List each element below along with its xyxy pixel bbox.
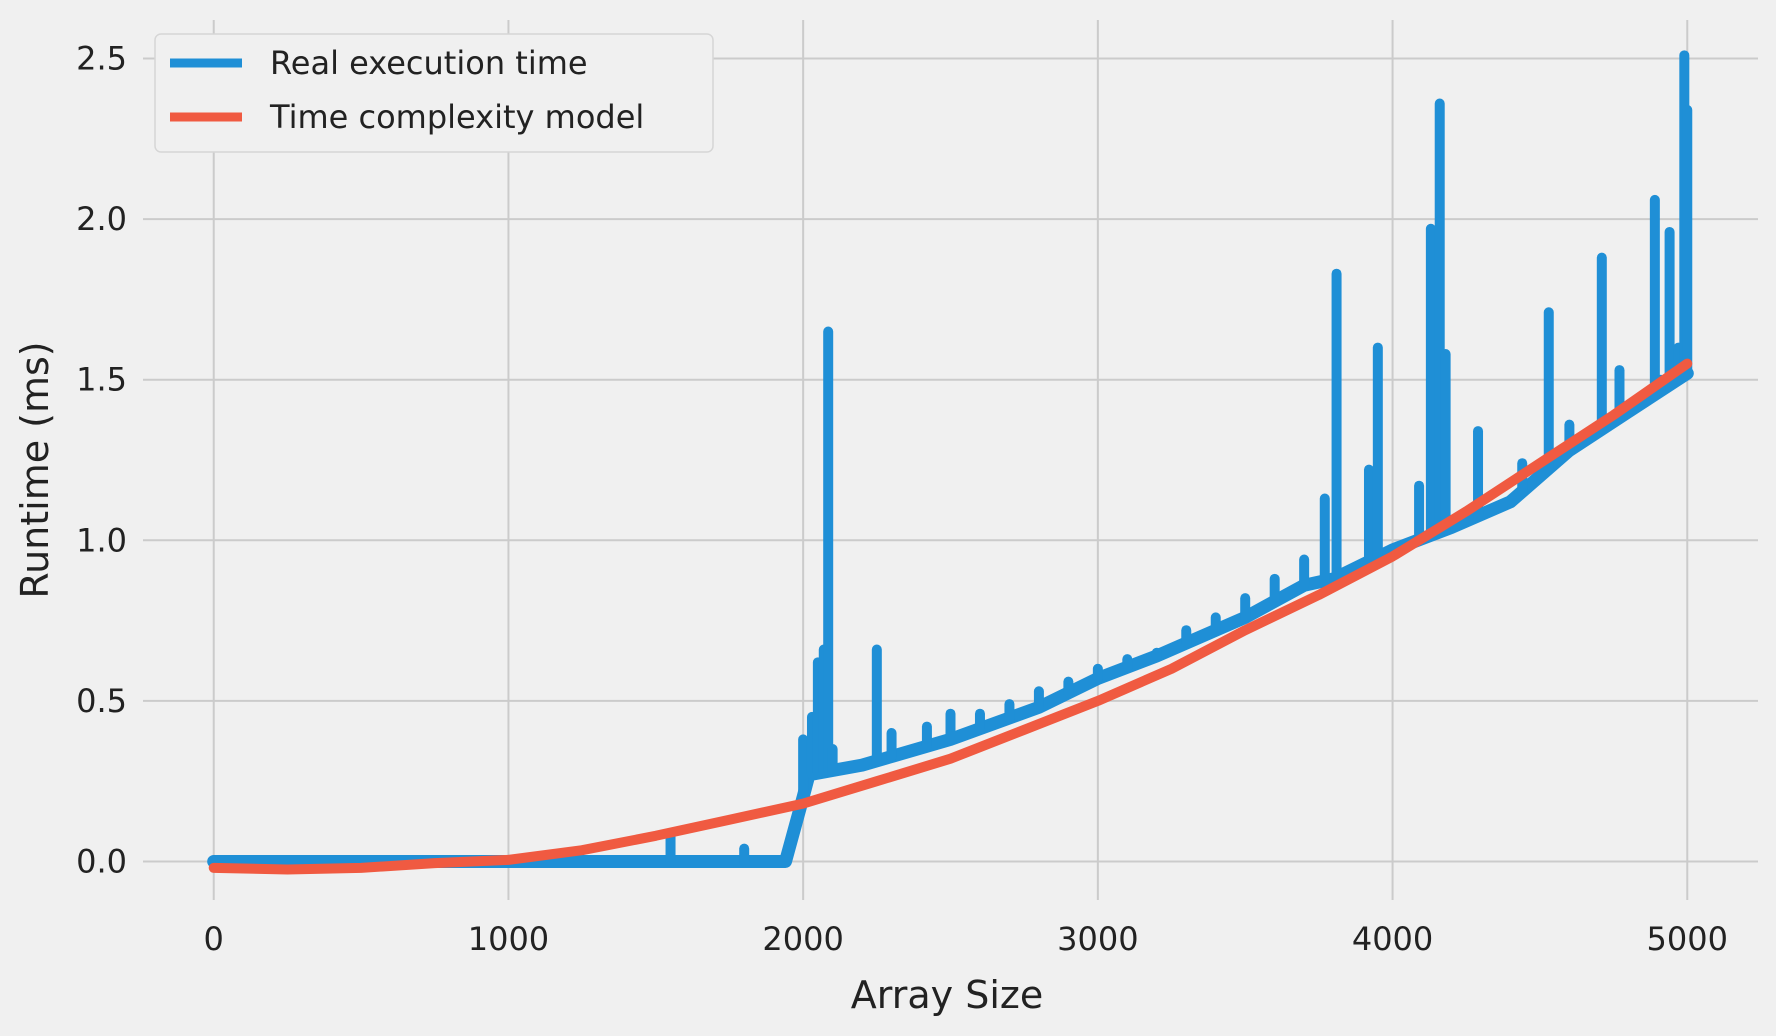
legend-label-time-complexity-model: Time complexity model — [269, 98, 644, 136]
y-tick-label: 2.0 — [76, 200, 127, 238]
y-tick-label: 2.5 — [76, 40, 127, 78]
x-tick-label: 0 — [204, 920, 224, 958]
legend: Real execution time Time complexity mode… — [154, 33, 714, 153]
legend-label-real-execution-time: Real execution time — [270, 44, 588, 82]
y-tick-label: 0.5 — [76, 682, 127, 720]
x-tick-label: 5000 — [1647, 920, 1728, 958]
legend-box — [154, 33, 714, 153]
y-tick-label: 1.0 — [76, 521, 127, 559]
y-tick-label: 0.0 — [76, 842, 127, 880]
y-tick-label: 1.5 — [76, 361, 127, 399]
x-tick-labels: 0 1000 2000 3000 4000 5000 — [204, 920, 1728, 958]
time-complexity-model-line — [208, 358, 1693, 875]
x-tick-label: 4000 — [1352, 920, 1433, 958]
x-tick-label: 3000 — [1057, 920, 1138, 958]
y-axis-label: Runtime (ms) — [13, 341, 57, 598]
series-time-complexity-model — [208, 358, 1693, 875]
x-tick-label: 2000 — [762, 920, 843, 958]
series-real-execution-time — [207, 50, 1694, 868]
y-tick-labels: 0.0 0.5 1.0 1.5 2.0 2.5 — [76, 40, 127, 881]
x-axis-label: Array Size — [851, 973, 1043, 1017]
x-tick-label: 1000 — [468, 920, 549, 958]
